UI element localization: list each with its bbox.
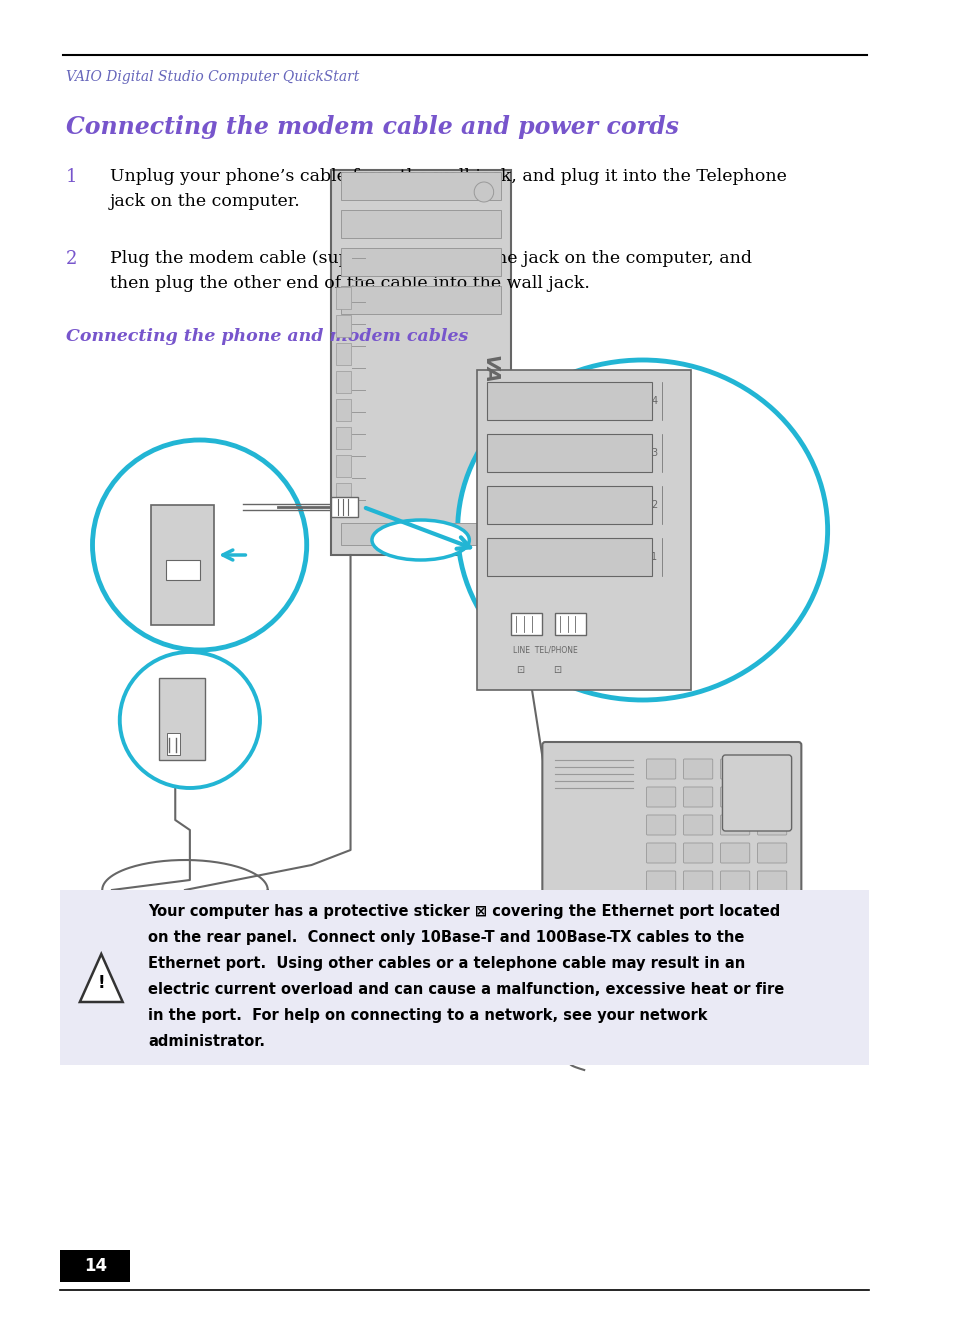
- Text: Connecting the modem cable and power cords: Connecting the modem cable and power cor…: [66, 115, 679, 139]
- FancyBboxPatch shape: [541, 742, 801, 913]
- FancyBboxPatch shape: [511, 612, 541, 635]
- FancyBboxPatch shape: [486, 434, 652, 472]
- Text: in the port.  For help on connecting to a network, see your network: in the port. For help on connecting to a…: [148, 1008, 707, 1022]
- Text: Ethernet port.  Using other cables or a telephone cable may result in an: Ethernet port. Using other cables or a t…: [148, 955, 744, 972]
- FancyBboxPatch shape: [720, 815, 749, 835]
- FancyBboxPatch shape: [340, 210, 501, 239]
- FancyBboxPatch shape: [646, 758, 675, 779]
- FancyBboxPatch shape: [757, 843, 786, 863]
- FancyBboxPatch shape: [158, 678, 205, 760]
- FancyBboxPatch shape: [682, 815, 712, 835]
- FancyBboxPatch shape: [166, 560, 199, 580]
- FancyBboxPatch shape: [646, 815, 675, 835]
- FancyBboxPatch shape: [60, 890, 867, 1065]
- FancyBboxPatch shape: [331, 170, 511, 555]
- Text: 1: 1: [66, 168, 77, 186]
- Text: 2: 2: [66, 251, 77, 268]
- FancyBboxPatch shape: [486, 537, 652, 576]
- FancyBboxPatch shape: [335, 315, 350, 336]
- FancyBboxPatch shape: [486, 382, 652, 419]
- Text: on the rear panel.  Connect only 10Base-T and 100Base-TX cables to the: on the rear panel. Connect only 10Base-T…: [148, 930, 743, 945]
- FancyBboxPatch shape: [335, 343, 350, 364]
- Text: ⊡: ⊡: [516, 665, 523, 675]
- Text: ⊡: ⊡: [553, 665, 560, 675]
- Text: VAIO: VAIO: [479, 355, 498, 409]
- FancyBboxPatch shape: [331, 497, 358, 517]
- Ellipse shape: [457, 360, 827, 699]
- Text: LINE  TEL/PHONE: LINE TEL/PHONE: [513, 645, 578, 654]
- FancyBboxPatch shape: [151, 505, 214, 624]
- FancyBboxPatch shape: [335, 371, 350, 393]
- FancyBboxPatch shape: [721, 754, 791, 831]
- Text: administrator.: administrator.: [148, 1034, 265, 1049]
- FancyBboxPatch shape: [720, 871, 749, 891]
- FancyBboxPatch shape: [682, 758, 712, 779]
- FancyBboxPatch shape: [720, 843, 749, 863]
- Text: !: !: [97, 974, 105, 992]
- FancyBboxPatch shape: [682, 787, 712, 807]
- FancyBboxPatch shape: [646, 787, 675, 807]
- Polygon shape: [80, 954, 123, 1002]
- FancyBboxPatch shape: [340, 523, 501, 545]
- Text: electric current overload and can cause a malfunction, excessive heat or fire: electric current overload and can cause …: [148, 982, 783, 997]
- FancyBboxPatch shape: [757, 871, 786, 891]
- FancyBboxPatch shape: [682, 871, 712, 891]
- Ellipse shape: [92, 440, 307, 650]
- FancyBboxPatch shape: [335, 399, 350, 421]
- Text: 2: 2: [650, 500, 657, 511]
- FancyBboxPatch shape: [340, 172, 501, 200]
- Text: 4: 4: [651, 397, 657, 406]
- FancyBboxPatch shape: [476, 370, 691, 690]
- FancyBboxPatch shape: [720, 758, 749, 779]
- FancyBboxPatch shape: [335, 427, 350, 449]
- Text: 1: 1: [651, 552, 657, 561]
- FancyBboxPatch shape: [682, 843, 712, 863]
- FancyBboxPatch shape: [555, 612, 585, 635]
- Ellipse shape: [372, 520, 469, 560]
- FancyBboxPatch shape: [335, 482, 350, 505]
- Text: Plug the modem cable (supplied) into the Line jack on the computer, and
then plu: Plug the modem cable (supplied) into the…: [110, 251, 751, 292]
- FancyBboxPatch shape: [486, 486, 652, 524]
- Text: 3: 3: [651, 448, 657, 458]
- FancyBboxPatch shape: [60, 1250, 131, 1282]
- FancyBboxPatch shape: [340, 248, 501, 276]
- Text: VAIO Digital Studio Computer QuickStart: VAIO Digital Studio Computer QuickStart: [66, 70, 359, 84]
- Text: 14: 14: [84, 1257, 107, 1274]
- FancyBboxPatch shape: [335, 456, 350, 477]
- Text: Your computer has a protective sticker ⊠ covering the Ethernet port located: Your computer has a protective sticker ⊠…: [148, 905, 780, 919]
- FancyBboxPatch shape: [757, 815, 786, 835]
- Ellipse shape: [120, 653, 260, 788]
- FancyBboxPatch shape: [167, 733, 180, 754]
- FancyBboxPatch shape: [646, 843, 675, 863]
- FancyBboxPatch shape: [757, 787, 786, 807]
- FancyBboxPatch shape: [335, 287, 350, 310]
- FancyBboxPatch shape: [646, 871, 675, 891]
- Circle shape: [474, 182, 493, 202]
- FancyBboxPatch shape: [757, 758, 786, 779]
- FancyBboxPatch shape: [340, 285, 501, 314]
- Text: Unplug your phone’s cable from the wall jack, and plug it into the Telephone
jac: Unplug your phone’s cable from the wall …: [110, 168, 786, 210]
- FancyBboxPatch shape: [720, 787, 749, 807]
- Text: Connecting the phone and modem cables: Connecting the phone and modem cables: [66, 328, 468, 344]
